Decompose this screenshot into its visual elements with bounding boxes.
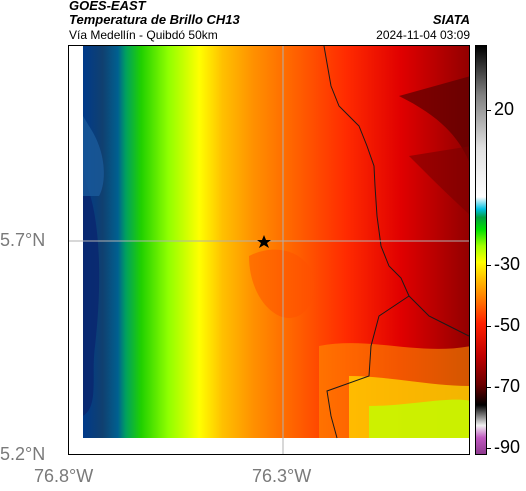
colorbar-tick-minus-90: -90 <box>494 437 521 457</box>
boundary-line <box>323 46 410 439</box>
brightness-temperature-field <box>69 46 469 454</box>
colorbar-tickmark <box>487 387 491 388</box>
lat-label-5-7: 5.7°N <box>0 230 46 250</box>
brand-label: SIATA <box>432 12 470 27</box>
colorbar <box>475 45 487 455</box>
map-subtitle: Temperatura de Brillo CH13 <box>69 12 240 27</box>
colorbar-tick-minus-30: -30 <box>494 254 521 274</box>
lat-label-5-2: 5.2°N <box>0 444 46 464</box>
colorbar-tick-minus-50: -50 <box>494 315 521 335</box>
colorbar-tickmark <box>487 265 491 266</box>
map-panel <box>68 45 470 455</box>
lon-label-76-3: 76.3°W <box>252 466 312 486</box>
boundary-line-east <box>408 295 469 337</box>
colorbar-tickmark <box>487 326 491 327</box>
timestamp: 2024-11-04 03:09 <box>376 28 470 42</box>
colorbar-gradient <box>476 46 486 454</box>
route-label: Vía Medellín - Quibdó 50km <box>69 28 218 42</box>
star-marker-icon <box>257 235 271 248</box>
colorbar-tickmark <box>487 110 491 111</box>
colorbar-tickmark <box>487 448 491 449</box>
colorbar-tick-20: 20 <box>494 99 515 119</box>
lon-label-76-8: 76.8°W <box>34 466 94 486</box>
colorbar-tick-minus-70: -70 <box>494 376 521 396</box>
map-title: GOES-EAST <box>69 0 146 13</box>
